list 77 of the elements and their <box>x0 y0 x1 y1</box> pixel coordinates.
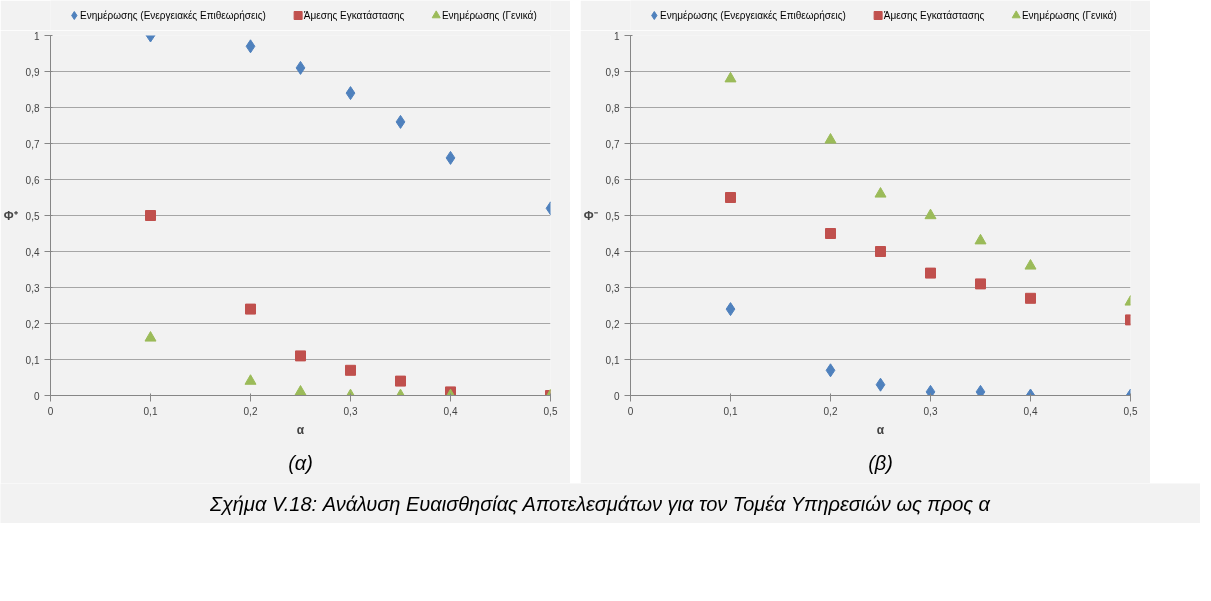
y-tick-label: 0,8 <box>605 102 620 114</box>
x-tick-label: 0,3 <box>923 405 938 417</box>
legend-label: Ενημέρωσης (Ενεργειακές Επιθεωρήσεις) <box>660 10 846 21</box>
point <box>345 364 356 376</box>
x-tick-label: 0,4 <box>443 405 458 417</box>
x-tick-label: 0 <box>627 405 634 417</box>
x-tick-label: 0,5 <box>543 405 558 417</box>
point <box>245 303 256 315</box>
y-tick-label: 0,6 <box>605 174 620 186</box>
y-tick-label: 0,3 <box>25 282 40 294</box>
x-tick-label: 0,5 <box>1123 405 1138 417</box>
legend-label: Ενημέρωσης (Ενεργειακές Επιθεωρήσεις) <box>80 10 266 21</box>
point <box>725 302 736 317</box>
x-tick-label: 0,2 <box>823 405 838 417</box>
point <box>445 150 456 165</box>
point <box>345 86 356 101</box>
point <box>245 39 256 54</box>
y-tick-label: 0,6 <box>25 174 40 186</box>
point <box>145 210 156 221</box>
text: (β) <box>868 451 893 474</box>
legend-label: Άμεσης Εγκατάστασης <box>883 10 985 21</box>
point <box>824 133 837 144</box>
x-tick-label: 0,1 <box>723 405 738 417</box>
point <box>1025 292 1036 304</box>
x-axis-title: α <box>296 422 305 437</box>
legend-label: Άμεσης Εγκατάστασης <box>303 10 405 21</box>
x-tick-label: 0,2 <box>243 405 258 417</box>
y-tick-label: 0,7 <box>605 138 620 150</box>
y-tick-label: 0,1 <box>605 354 620 366</box>
y-tick-label: 0,2 <box>25 318 40 330</box>
y-tick-label: 0,1 <box>25 354 40 366</box>
legend-label: Ενημέρωσης (Γενικά) <box>441 10 537 21</box>
point <box>925 384 936 396</box>
y-tick-label: 0,5 <box>605 210 620 222</box>
text: (α) <box>288 451 313 474</box>
y-tick-label: 0,4 <box>25 246 40 258</box>
point <box>1024 259 1037 270</box>
legend-label: Ενημέρωσης (Γενικά) <box>1021 10 1117 21</box>
point <box>975 278 986 290</box>
point <box>825 363 836 378</box>
y-tick-label: 0 <box>613 390 620 402</box>
point <box>724 71 737 83</box>
y-tick-label: 0,4 <box>605 246 620 258</box>
y-tick-label: 0,9 <box>25 66 40 78</box>
x-tick-label: 0,4 <box>1023 405 1038 417</box>
y-tick-label: 0,5 <box>25 210 40 222</box>
point <box>244 374 257 385</box>
y-axis-title: Φ⁻ <box>583 208 598 223</box>
point <box>825 228 836 239</box>
y-tick-label: 0,2 <box>605 318 620 330</box>
point <box>924 208 937 220</box>
point <box>144 331 157 342</box>
point <box>395 375 406 387</box>
y-tick-label: 0,3 <box>605 282 620 294</box>
x-axis-title: α <box>876 422 885 437</box>
y-tick-label: 0,8 <box>25 102 40 114</box>
y-tick-label: 1 <box>613 30 620 42</box>
x-tick-label: 0,1 <box>143 405 158 417</box>
point <box>975 384 986 396</box>
point <box>295 60 306 75</box>
y-tick-label: 1 <box>33 30 40 42</box>
y-axis-title: Φ⁺ <box>3 208 18 223</box>
point <box>925 267 936 279</box>
point <box>395 114 406 129</box>
point <box>974 233 987 245</box>
point <box>294 385 307 396</box>
point <box>875 246 886 257</box>
y-tick-label: 0 <box>33 390 40 402</box>
x-tick-label: 0,3 <box>343 405 358 417</box>
text: Σχήμα V.18: Ανάλυση Ευαισθησίας Αποτελεσμάτων για τον Τομέα Υπηρεσιών ως προς α <box>208 492 991 515</box>
y-tick-label: 0,7 <box>25 138 40 150</box>
point <box>874 187 887 198</box>
point <box>725 192 736 203</box>
point <box>295 350 306 362</box>
y-tick-label: 0,9 <box>605 66 620 78</box>
x-tick-label: 0 <box>47 405 54 417</box>
point <box>875 377 886 392</box>
